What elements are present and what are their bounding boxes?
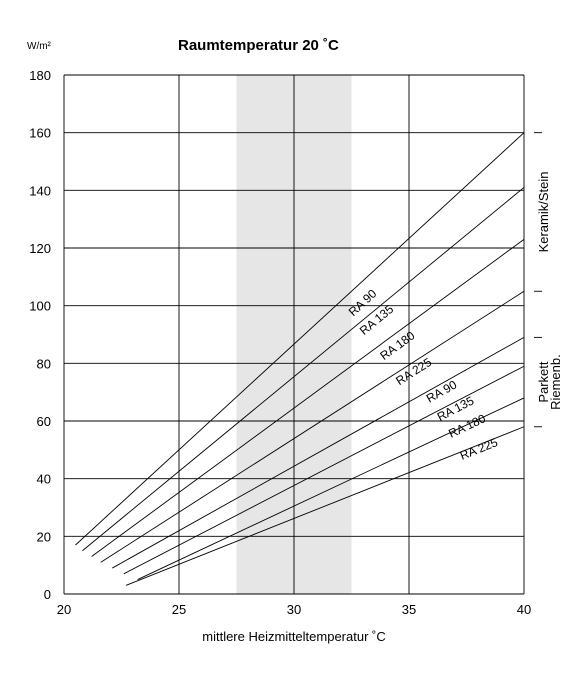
y-tick-label-180: 180 [29, 68, 51, 83]
series-line-1 [75, 132, 525, 546]
series-label-8: RA 225 [458, 435, 500, 463]
x-axis-label: mittlere Heizmitteltemperatur ˚C [202, 629, 386, 644]
bracket-label-line: Keramik/Stein [536, 171, 551, 252]
series-line-5 [112, 336, 525, 569]
chart-title: Raumtemperatur 20 ˚C [178, 37, 339, 54]
series-layer [75, 132, 525, 586]
series-line-7 [137, 397, 525, 580]
y-tick-label-0: 0 [44, 587, 51, 602]
series-line-8 [125, 426, 525, 586]
y-tick-label-40: 40 [37, 472, 51, 487]
series-line-3 [91, 238, 525, 557]
y-tick-label-60: 60 [37, 414, 51, 429]
y-tick-label-100: 100 [29, 299, 51, 314]
y-tick-label-120: 120 [29, 241, 51, 256]
x-tick-label-40: 40 [517, 602, 531, 617]
bracket-label-1: Keramik/Stein [536, 171, 551, 252]
series-label-4: RA 225 [393, 355, 434, 388]
y-tick-label-20: 20 [37, 529, 51, 544]
y-tick-label-80: 80 [37, 356, 51, 371]
x-tick-label-25: 25 [172, 602, 186, 617]
x-tick-label-20: 20 [57, 602, 71, 617]
x-tick-label-35: 35 [402, 602, 416, 617]
series-label-3: RA 180 [377, 328, 417, 363]
x-tick-label-30: 30 [287, 602, 301, 617]
y-tick-label-140: 140 [29, 183, 51, 198]
bracket-label-line: Riemenb. [548, 354, 563, 410]
bracket-layer: Keramik/Stein ParkettRiemenb. [534, 132, 563, 428]
bracket-label-line: Parkett [536, 361, 551, 403]
y-axis-unit-label: W/m² [27, 41, 52, 52]
axis-layer: 20 25 30 35 40 0 20 40 60 80 100 120 140 160 180 [29, 68, 531, 617]
series-line-4 [100, 290, 525, 563]
series-line-2 [82, 187, 525, 552]
bracket-label-2: ParkettRiemenb. [536, 354, 563, 410]
y-tick-label-160: 160 [29, 126, 51, 141]
series-line-6 [123, 365, 525, 575]
grid-layer [63, 74, 525, 595]
